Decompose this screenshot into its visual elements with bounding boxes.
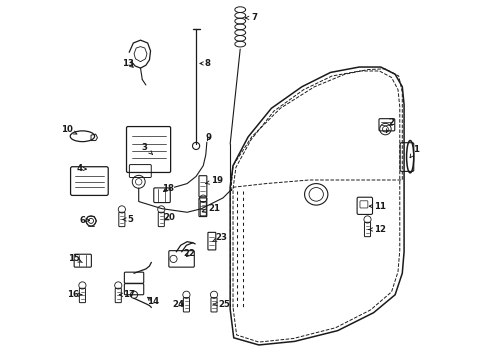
Text: 9: 9 bbox=[205, 133, 211, 142]
Text: 18: 18 bbox=[162, 184, 174, 193]
Text: 10: 10 bbox=[61, 125, 77, 134]
Text: 15: 15 bbox=[67, 254, 82, 263]
Text: 22: 22 bbox=[183, 249, 195, 258]
Text: 19: 19 bbox=[205, 176, 223, 185]
Text: 14: 14 bbox=[147, 297, 159, 306]
Text: 7: 7 bbox=[245, 13, 257, 22]
Text: 24: 24 bbox=[172, 300, 184, 309]
Text: 16: 16 bbox=[67, 290, 81, 299]
Text: 4: 4 bbox=[76, 164, 86, 173]
Text: 12: 12 bbox=[368, 225, 386, 234]
Text: 2: 2 bbox=[386, 118, 393, 133]
Text: 5: 5 bbox=[122, 215, 132, 224]
Text: 8: 8 bbox=[200, 59, 210, 68]
Text: 20: 20 bbox=[163, 213, 175, 222]
Text: 13: 13 bbox=[122, 59, 134, 68]
Text: 1: 1 bbox=[409, 145, 418, 158]
Text: 3: 3 bbox=[142, 143, 152, 154]
Text: 6: 6 bbox=[80, 216, 89, 225]
Text: 23: 23 bbox=[212, 233, 226, 242]
Text: 11: 11 bbox=[368, 202, 385, 211]
Text: 25: 25 bbox=[213, 300, 230, 309]
Text: 21: 21 bbox=[202, 204, 220, 213]
Text: 17: 17 bbox=[119, 290, 135, 299]
